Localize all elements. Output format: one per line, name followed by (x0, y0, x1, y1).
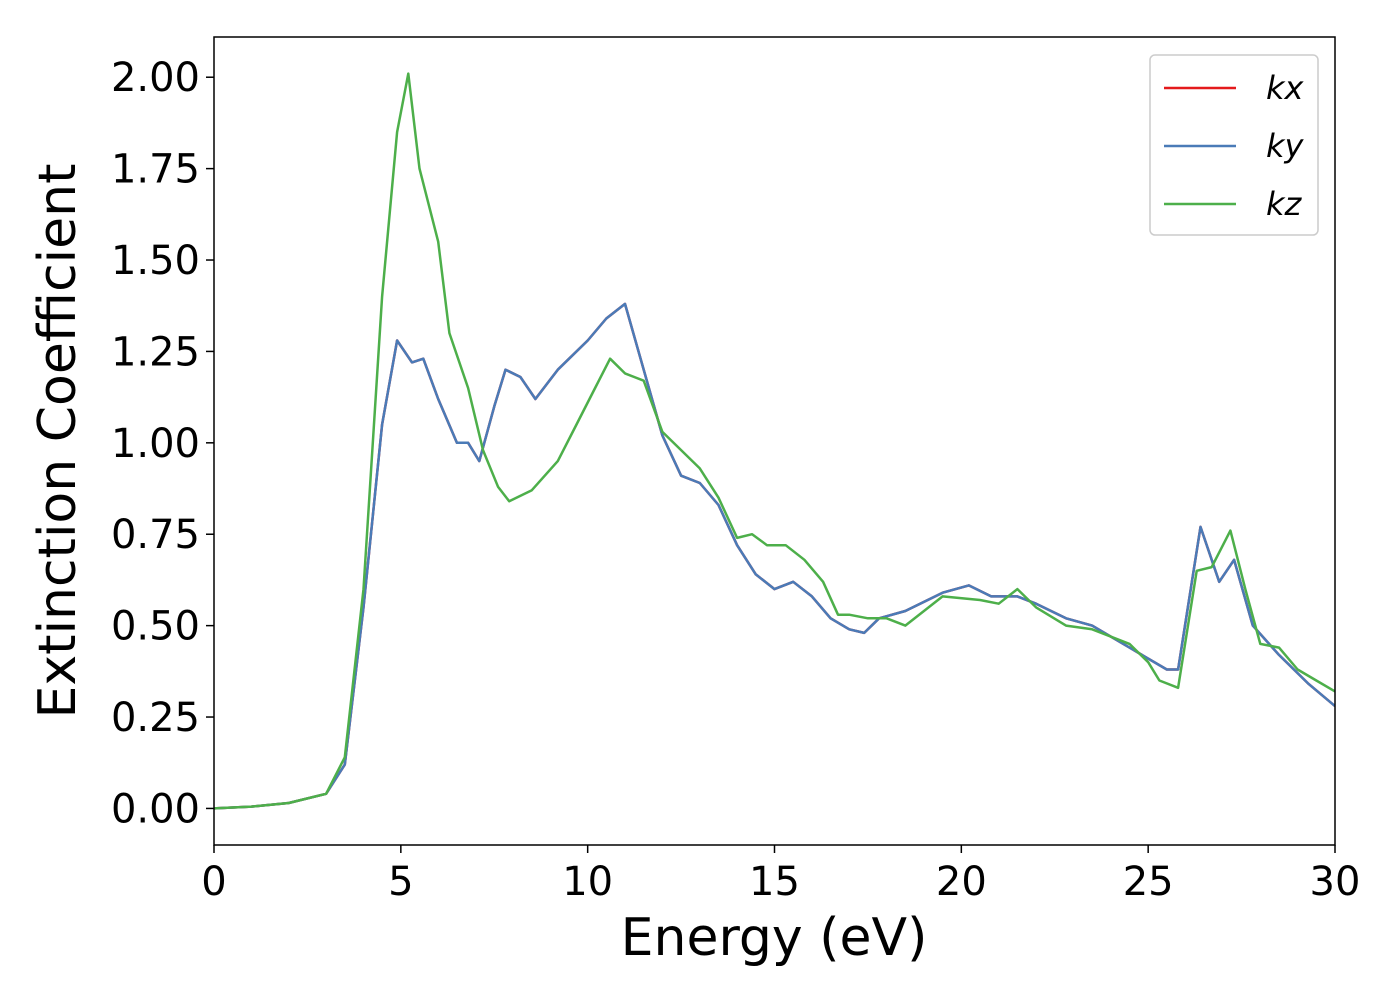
x-tick-label: 20 (936, 859, 987, 905)
y-axis-label: Extinction Coefficient (28, 164, 88, 719)
y-tick-label: 1.00 (111, 421, 200, 467)
x-tick-label: 30 (1310, 859, 1361, 905)
y-tick-label: 1.25 (111, 329, 200, 375)
y-tick-label: 0.75 (111, 512, 200, 558)
y-tick-label: 2.00 (111, 55, 200, 101)
series-line (214, 302, 1335, 810)
x-tick-label: 0 (201, 859, 226, 905)
x-tick-label: 5 (388, 859, 413, 905)
plot-frame (213, 36, 1336, 846)
x-tick-label: 10 (562, 859, 613, 905)
series-line (214, 302, 1335, 810)
x-tick-label: 25 (1123, 859, 1174, 905)
y-tick-label: 0.25 (111, 695, 200, 741)
x-tick-label: 15 (749, 859, 800, 905)
y-tick-label: 0.50 (111, 604, 200, 650)
y-tick-label: 0.00 (111, 786, 200, 832)
legend-label: kx (1266, 69, 1305, 107)
legend-label: ky (1266, 127, 1305, 165)
y-tick-label: 1.50 (111, 238, 200, 284)
y-tick-label: 1.75 (111, 147, 200, 193)
series-line (214, 72, 1335, 810)
x-axis-label: Energy (eV) (621, 908, 928, 968)
legend-label: kz (1266, 185, 1303, 223)
